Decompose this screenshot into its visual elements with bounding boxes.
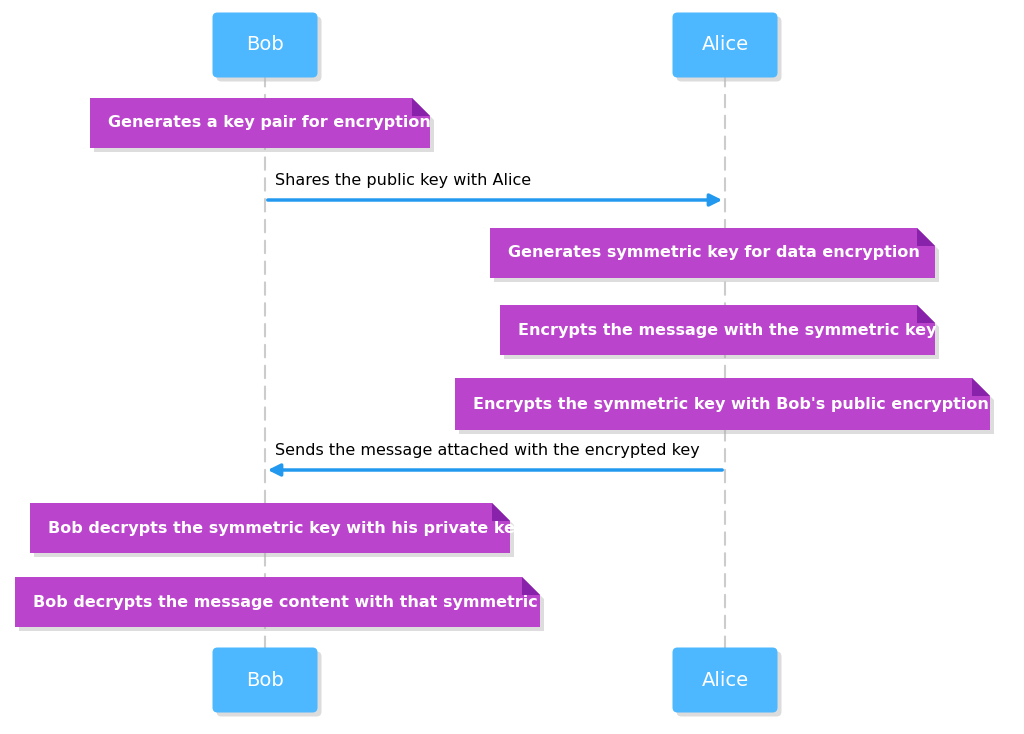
FancyBboxPatch shape <box>677 652 781 716</box>
Polygon shape <box>500 305 935 355</box>
Polygon shape <box>412 98 430 116</box>
Text: Encrypts the symmetric key with Bob's public encryption key: Encrypts the symmetric key with Bob's pu… <box>473 396 1024 412</box>
FancyBboxPatch shape <box>213 12 317 78</box>
Polygon shape <box>492 503 510 521</box>
Text: Sends the message attached with the encrypted key: Sends the message attached with the encr… <box>275 443 699 458</box>
Text: Bob: Bob <box>246 35 284 54</box>
FancyBboxPatch shape <box>673 647 777 713</box>
Text: Bob decrypts the message content with that symmetric key: Bob decrypts the message content with th… <box>33 595 574 609</box>
Polygon shape <box>30 503 510 553</box>
Polygon shape <box>94 102 434 152</box>
Text: Bob: Bob <box>246 670 284 689</box>
FancyBboxPatch shape <box>216 16 322 81</box>
Polygon shape <box>972 378 990 396</box>
Text: Shares the public key with Alice: Shares the public key with Alice <box>275 173 531 188</box>
Polygon shape <box>15 577 540 627</box>
Polygon shape <box>90 98 430 148</box>
Text: Generates a key pair for encryption: Generates a key pair for encryption <box>108 115 431 131</box>
FancyBboxPatch shape <box>213 647 317 713</box>
Text: Alice: Alice <box>701 35 749 54</box>
Polygon shape <box>459 382 994 434</box>
FancyBboxPatch shape <box>677 16 781 81</box>
Polygon shape <box>34 507 514 557</box>
Polygon shape <box>918 305 935 323</box>
Polygon shape <box>494 232 939 282</box>
Polygon shape <box>490 228 935 278</box>
Text: Bob decrypts the symmetric key with his private key: Bob decrypts the symmetric key with his … <box>48 520 525 536</box>
FancyBboxPatch shape <box>673 12 777 78</box>
Polygon shape <box>455 378 990 430</box>
Text: Generates symmetric key for data encryption: Generates symmetric key for data encrypt… <box>508 245 920 261</box>
FancyBboxPatch shape <box>216 652 322 716</box>
Polygon shape <box>522 577 540 595</box>
Polygon shape <box>19 581 544 631</box>
Polygon shape <box>918 228 935 246</box>
Text: Encrypts the message with the symmetric key: Encrypts the message with the symmetric … <box>518 322 937 338</box>
Polygon shape <box>504 309 939 359</box>
Text: Alice: Alice <box>701 670 749 689</box>
